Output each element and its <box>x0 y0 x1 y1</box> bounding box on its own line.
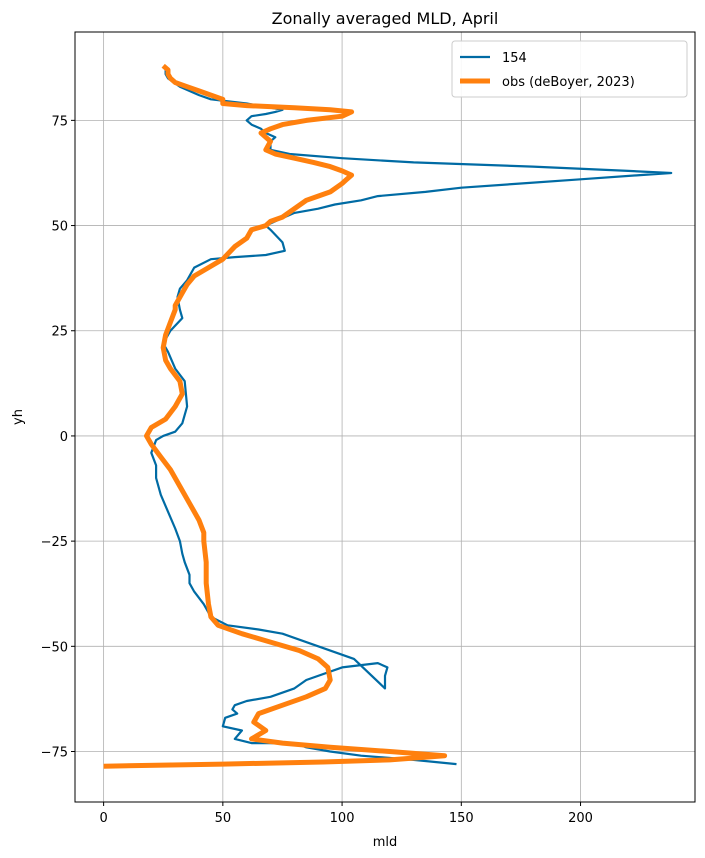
y-tick-label: −50 <box>41 640 68 655</box>
series-layer <box>103 63 673 769</box>
x-axis-ticks: 0 50 100 150 200 <box>99 802 593 826</box>
y-tick-label: −75 <box>41 746 68 761</box>
legend-label: obs (deBoyer, 2023) <box>502 75 635 90</box>
axes-frame <box>74 31 696 803</box>
y-tick-label: 75 <box>51 114 68 129</box>
x-tick-label: 100 <box>330 811 355 826</box>
y-axis-label: yh <box>11 409 26 425</box>
y-axis-ticks: −75 −50 −25 0 25 50 75 <box>41 114 75 761</box>
legend: 154 obs (deBoyer, 2023) <box>451 40 688 98</box>
x-axis-label: mld <box>373 835 398 850</box>
y-tick-label: 0 <box>60 430 68 445</box>
series-line-obs-deboyer <box>103 63 448 769</box>
legend-label: 154 <box>502 51 527 66</box>
x-tick-label: 50 <box>215 811 232 826</box>
series-line-model-154 <box>150 69 673 766</box>
x-tick-label: 0 <box>99 811 107 826</box>
y-tick-label: −25 <box>41 535 68 550</box>
x-tick-label: 200 <box>568 811 593 826</box>
legend-box <box>451 40 688 98</box>
y-tick-label: 25 <box>51 325 68 340</box>
x-tick-label: 150 <box>449 811 474 826</box>
chart-title: Zonally averaged MLD, April <box>272 9 499 28</box>
y-tick-label: 50 <box>51 220 68 235</box>
